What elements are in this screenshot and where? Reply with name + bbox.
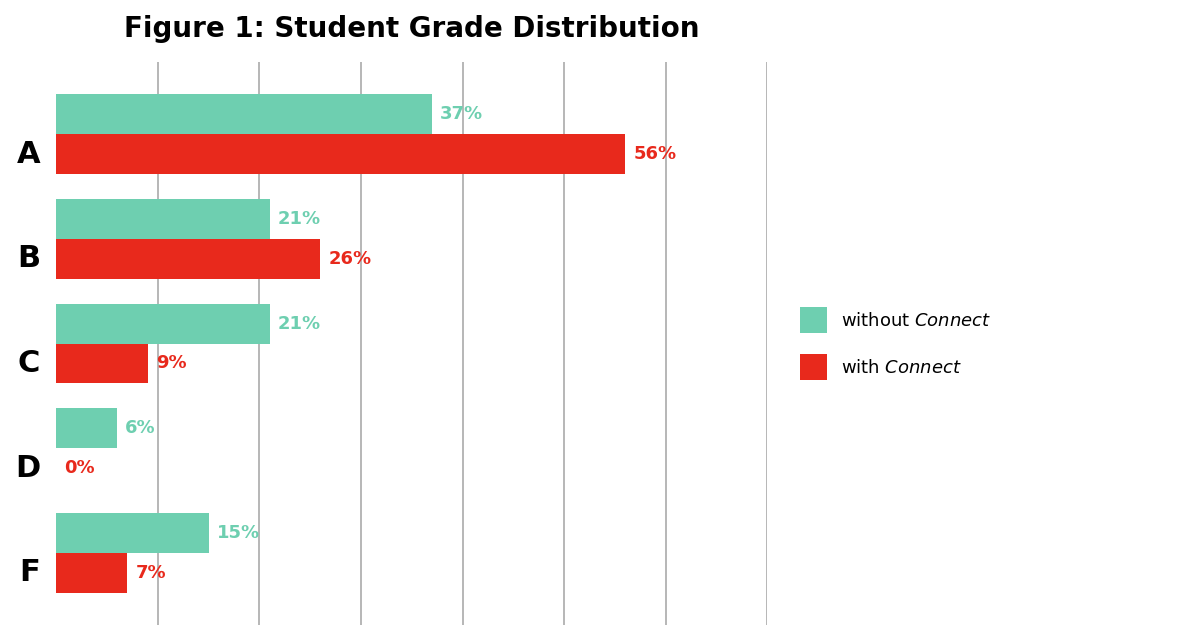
Bar	[56, 134, 625, 174]
Legend: without $\mathit{Connect}$, with $\mathit{Connect}$: without $\mathit{Connect}$, with $\mathi…	[791, 298, 1001, 389]
Bar	[56, 513, 209, 553]
Bar	[56, 95, 432, 134]
Title: Figure 1: Student Grade Distribution: Figure 1: Student Grade Distribution	[124, 15, 700, 43]
Text: 37%: 37%	[440, 106, 484, 124]
Text: 7%: 7%	[136, 564, 166, 582]
Bar	[56, 553, 127, 593]
Text: 0%: 0%	[65, 459, 95, 477]
Text: 56%: 56%	[634, 145, 677, 163]
Bar	[56, 239, 320, 278]
Text: 6%: 6%	[125, 419, 156, 437]
Text: 9%: 9%	[156, 355, 186, 372]
Bar	[56, 344, 148, 383]
Text: 26%: 26%	[329, 250, 372, 268]
Bar	[56, 304, 270, 344]
Text: 21%: 21%	[277, 315, 320, 333]
Bar	[56, 199, 270, 239]
Bar	[56, 408, 118, 448]
Text: 21%: 21%	[277, 210, 320, 228]
Text: 15%: 15%	[217, 524, 260, 542]
